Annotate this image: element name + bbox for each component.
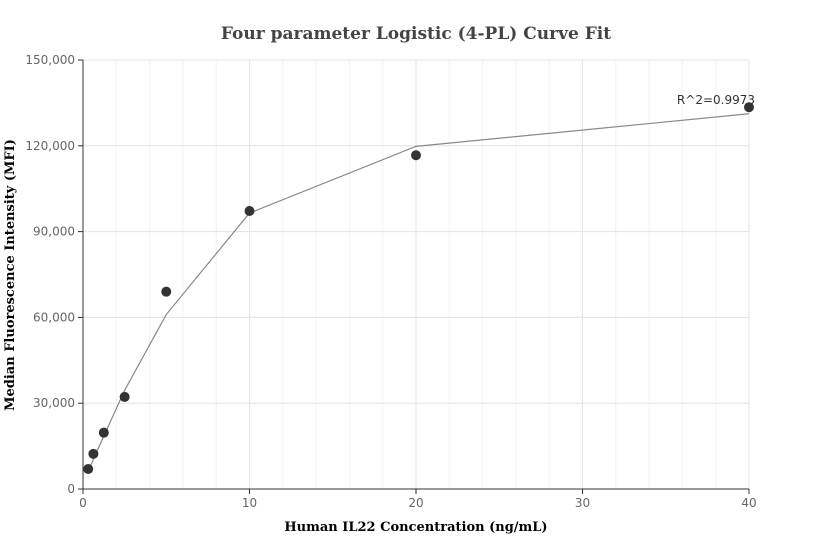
data-point — [83, 463, 94, 474]
y-tick-label: 150,000 — [25, 53, 75, 67]
data-point — [119, 391, 130, 402]
x-tick-label: 40 — [741, 496, 756, 510]
data-point — [161, 286, 172, 297]
y-tick-label: 60,000 — [33, 310, 75, 324]
axes — [78, 59, 750, 494]
plot-area: R^2=0.9973 — [83, 93, 755, 474]
tick-labels: 0 10 20 30 40 0 30,000 60,000 90,000 120,000 150,0… — [25, 53, 756, 510]
chart-title: Four parameter Logistic (4-PL) Curve Fit — [221, 24, 611, 44]
y-tick-label: 120,000 — [25, 139, 75, 153]
data-point — [88, 448, 99, 459]
fit-curve — [87, 113, 750, 473]
x-tick-label: 30 — [575, 496, 590, 510]
y-tick-label: 30,000 — [33, 396, 75, 410]
x-tick-label: 10 — [242, 496, 257, 510]
y-tick-label: 0 — [67, 482, 75, 496]
x-tick-label: 0 — [79, 496, 87, 510]
y-axis-label: Median Fluorescence Intensity (MFI) — [3, 139, 18, 411]
grid — [82, 59, 750, 490]
data-point — [411, 150, 421, 161]
x-axis-label: Human IL22 Concentration (ng/mL) — [284, 520, 547, 535]
data-point — [244, 206, 255, 217]
y-tick-label: 90,000 — [33, 225, 75, 239]
data-point — [98, 427, 109, 438]
data-point — [744, 102, 754, 113]
r-squared-annotation: R^2=0.9973 — [677, 93, 755, 107]
x-tick-label: 20 — [408, 496, 423, 510]
